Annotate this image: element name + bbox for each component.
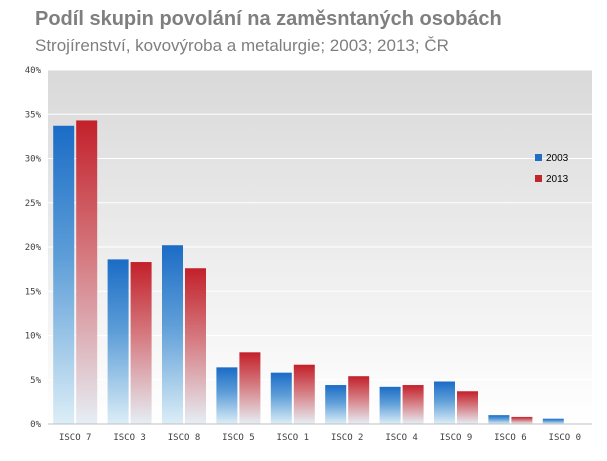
y-tick-label: 35%	[25, 110, 42, 120]
legend-label-2013: 2013	[546, 174, 569, 185]
x-tick-label: ISCO 5	[222, 433, 255, 443]
x-tick-label: ISCO 6	[494, 433, 527, 443]
y-tick-label: 0%	[30, 420, 41, 430]
chart-subtitle: Strojírenství, kovovýroba a metalurgie; …	[35, 36, 449, 55]
bar-2013-isco-6	[511, 416, 533, 424]
x-tick-label: ISCO 7	[59, 433, 92, 443]
bar-2003-isco-5	[216, 367, 238, 424]
x-tick-label: ISCO 4	[385, 433, 418, 443]
y-tick-label: 30%	[25, 155, 42, 165]
x-tick-label: ISCO 2	[331, 433, 364, 443]
bar-2003-isco-0	[542, 418, 564, 424]
bar-2013-isco-4	[402, 385, 424, 424]
bar-2013-isco-5	[239, 352, 261, 424]
bar-2013-isco-8	[185, 268, 206, 424]
bar-2013-isco-3	[130, 262, 152, 424]
bar-2013-isco-7	[76, 120, 98, 424]
bar-2003-isco-8	[162, 245, 183, 424]
x-tick-label: ISCO 9	[440, 433, 473, 443]
legend-swatch-2003	[535, 154, 542, 161]
bar-2013-isco-9	[457, 391, 478, 424]
legend-swatch-2013	[535, 175, 542, 182]
x-tick-label: ISCO 0	[549, 433, 582, 443]
bar-2003-isco-7	[53, 125, 75, 424]
x-tick-label: ISCO 1	[277, 433, 310, 443]
bar-2003-isco-2	[325, 385, 347, 424]
bar-2003-isco-3	[107, 259, 129, 424]
bar-2013-isco-1	[293, 364, 315, 424]
bar-2003-isco-1	[270, 372, 292, 424]
bar-2013-isco-2	[348, 376, 370, 424]
bar-2003-isco-4	[379, 386, 401, 424]
y-tick-label: 5%	[30, 376, 41, 386]
y-tick-label: 10%	[25, 332, 42, 342]
legend-label-2003: 2003	[546, 153, 569, 164]
y-tick-label: 20%	[25, 243, 42, 253]
y-tick-label: 25%	[25, 199, 42, 209]
x-tick-label: ISCO 8	[168, 433, 201, 443]
y-tick-label: 40%	[25, 66, 42, 76]
chart-title: Podíl skupin povolání na zaměsntaných os…	[35, 8, 502, 30]
x-tick-label: ISCO 3	[113, 433, 146, 443]
bar-2003-isco-6	[488, 415, 510, 424]
y-tick-label: 15%	[25, 287, 42, 297]
bar-2003-isco-9	[434, 381, 455, 424]
